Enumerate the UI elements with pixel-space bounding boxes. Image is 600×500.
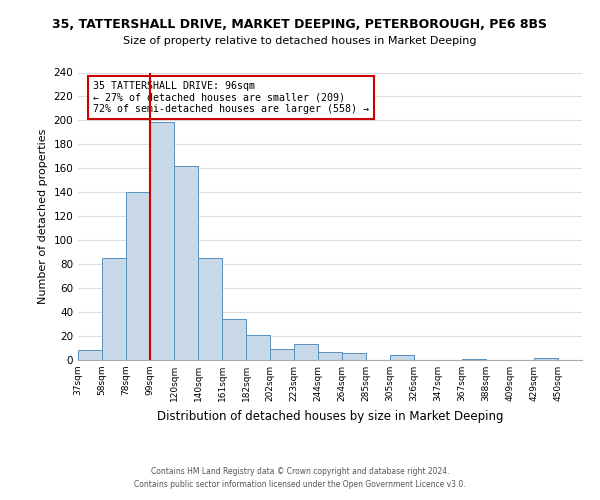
Bar xyxy=(270,349,294,360)
Bar xyxy=(462,359,486,360)
Bar xyxy=(150,122,174,360)
Bar xyxy=(342,353,366,360)
Text: Size of property relative to detached houses in Market Deeping: Size of property relative to detached ho… xyxy=(123,36,477,46)
Bar xyxy=(222,320,246,360)
Bar xyxy=(246,335,270,360)
Bar xyxy=(318,352,342,360)
Bar xyxy=(78,350,102,360)
Bar xyxy=(126,192,150,360)
Bar xyxy=(102,258,126,360)
Text: Contains public sector information licensed under the Open Government Licence v3: Contains public sector information licen… xyxy=(134,480,466,489)
Bar xyxy=(390,355,414,360)
X-axis label: Distribution of detached houses by size in Market Deeping: Distribution of detached houses by size … xyxy=(157,410,503,422)
Y-axis label: Number of detached properties: Number of detached properties xyxy=(38,128,48,304)
Bar xyxy=(534,358,558,360)
Bar xyxy=(198,258,222,360)
Text: Contains HM Land Registry data © Crown copyright and database right 2024.: Contains HM Land Registry data © Crown c… xyxy=(151,467,449,476)
Bar xyxy=(174,166,198,360)
Bar xyxy=(294,344,318,360)
Text: 35 TATTERSHALL DRIVE: 96sqm
← 27% of detached houses are smaller (209)
72% of se: 35 TATTERSHALL DRIVE: 96sqm ← 27% of det… xyxy=(93,81,369,114)
Text: 35, TATTERSHALL DRIVE, MARKET DEEPING, PETERBOROUGH, PE6 8BS: 35, TATTERSHALL DRIVE, MARKET DEEPING, P… xyxy=(53,18,548,30)
